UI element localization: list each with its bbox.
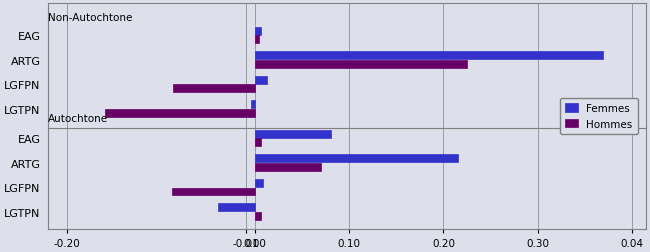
Bar	[255, 52, 603, 60]
Bar	[172, 188, 255, 196]
Bar	[255, 155, 458, 163]
Bar	[255, 130, 331, 138]
Bar	[255, 163, 321, 171]
Bar	[255, 36, 259, 44]
Bar	[255, 212, 261, 220]
Bar	[255, 61, 467, 69]
Legend: Femmes, Hommes: Femmes, Hommes	[560, 99, 638, 134]
Bar	[255, 28, 261, 36]
Bar	[255, 139, 261, 147]
Bar	[174, 85, 255, 93]
Text: Autochtone: Autochtone	[48, 114, 109, 124]
Bar	[250, 101, 255, 109]
Bar	[218, 204, 255, 211]
Bar	[255, 77, 266, 84]
Bar	[105, 110, 255, 117]
Text: Non-Autochtone: Non-Autochtone	[48, 13, 133, 23]
Bar	[255, 179, 263, 187]
